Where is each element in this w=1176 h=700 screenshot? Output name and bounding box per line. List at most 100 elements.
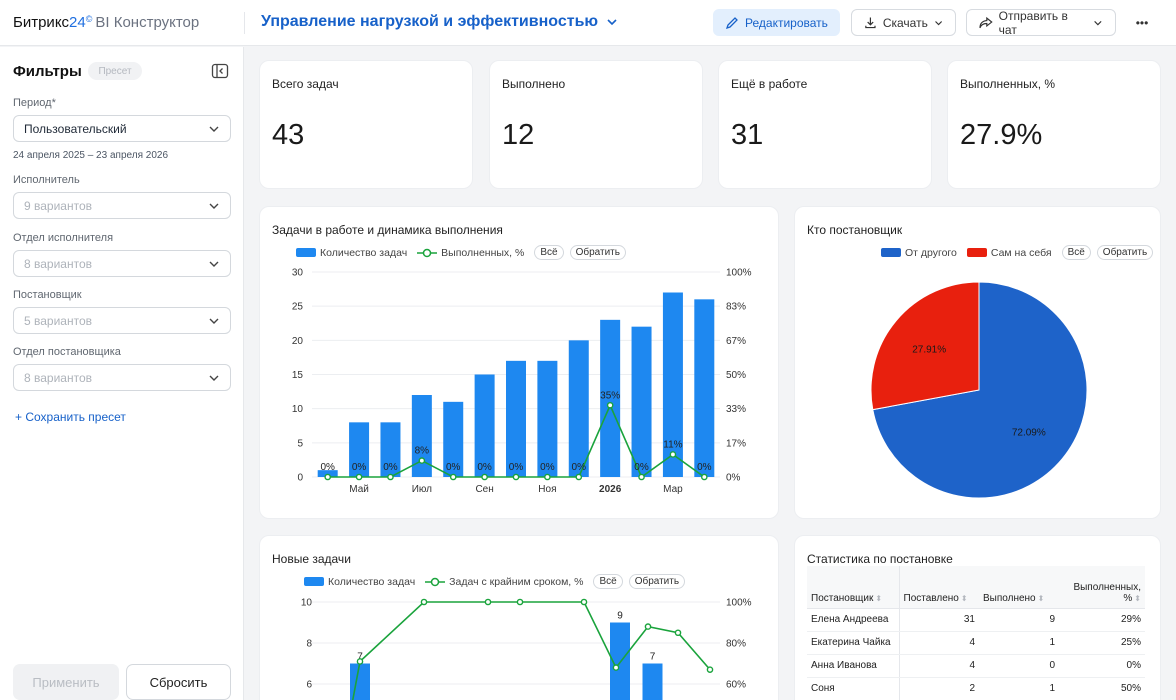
legend-label: Выполненных, % [441,246,525,259]
legend-item-tasks[interactable]: Количество задач [296,247,407,259]
data-label: 0% [509,462,524,473]
creator-select[interactable]: 5 вариантов [13,307,231,334]
line-point [449,473,457,481]
chart-legend: Количество задач Выполненных, % Всё Обра… [296,245,626,260]
save-preset-link[interactable]: + Сохранить пресет [15,410,126,424]
bar [380,422,401,477]
bar [631,326,652,477]
legend-all-button[interactable]: Всё [593,574,623,589]
brand-logo: Битрикс24© BI Конструктор [13,14,199,31]
y-tick-label: 15 [292,370,304,381]
kpi-card-in-progress: Ещё в работе 31 [718,60,932,189]
col-header-label: Постановщик [811,592,874,604]
legend-label: Сам на себя [990,246,1052,259]
line-point [516,598,524,606]
cell-done: 0 [979,654,1059,678]
col-header-set[interactable]: Поставлено ⬍ [899,566,979,609]
executor-dept-placeholder: 8 вариантов [24,256,93,271]
y2-tick-label: 33% [726,404,746,415]
chart-card-creator-pie: Кто постановщик От другого Сам на себя В… [794,206,1161,519]
cell-done: 9 [979,608,1059,632]
more-options-button[interactable]: ••• [1125,9,1159,36]
data-label: 0% [634,462,649,473]
line-point [701,473,708,481]
edit-button[interactable]: Редактировать [713,9,840,36]
chart-legend: От другого Сам на себя Всё Обратить [881,245,1154,260]
data-label: 9 [617,611,623,622]
y-tick-label: 10 [301,598,313,609]
legend-invert-button[interactable]: Обратить [1096,245,1154,260]
bar [568,340,589,477]
more-icon: ••• [1135,15,1149,30]
send-to-chat-button[interactable]: Отправить в чат [966,9,1116,37]
chart-title: Новые задачи [272,552,351,566]
kpi-label: Всего задач [272,77,339,91]
bar [411,395,432,477]
period-select[interactable]: Пользовательский [13,115,231,142]
top-bar: Битрикс24© BI Конструктор Управление нагр… [0,0,1176,46]
y2-tick-label: 67% [726,336,746,347]
sort-icon: ⬍ [960,593,968,603]
apply-button[interactable]: Применить [13,664,119,700]
line-point [638,473,645,481]
data-label: 7 [650,652,656,663]
chevron-down-icon [209,375,219,381]
period-value: Пользовательский [24,121,127,136]
bar [694,299,715,477]
creator-dept-label: Отдел постановщика [13,346,121,358]
cell-pct: 0% [1059,654,1145,678]
legend-item-tasks[interactable]: Количество задач [304,576,415,588]
legend-all-button[interactable]: Всё [534,245,564,260]
y-tick-label: 25 [292,302,304,313]
legend-swatch [304,577,324,586]
legend-invert-button[interactable]: Обратить [628,574,686,589]
collapse-sidebar-icon[interactable] [211,63,229,79]
data-label: 0% [697,462,712,473]
download-icon [865,17,876,28]
header-divider [244,12,245,34]
bar [349,422,370,477]
bar [443,401,464,477]
kpi-label: Выполнено [502,77,566,91]
chart-legend: Количество задач Задач с крайним сроком,… [304,574,686,589]
legend-label: Количество задач [328,575,416,588]
legend-invert-button[interactable]: Обратить [569,245,626,260]
col-header-label: Выполненных, % [1073,581,1141,604]
legend-line-swatch [417,248,438,257]
x-tick-label: Сен [475,484,493,495]
download-button[interactable]: Скачать [851,9,956,36]
col-header-pct[interactable]: Выполненных, % ⬍ [1059,566,1145,609]
legend-item-self[interactable]: Сам на себя [966,246,1052,259]
legend-item-deadline-pct[interactable]: Задач с крайним сроком, % [425,576,583,588]
executor-select[interactable]: 9 вариантов [13,192,231,219]
col-header-label: Поставлено [903,592,959,604]
col-header-creator[interactable]: Постановщик ⬍ [807,566,900,609]
creator-dept-select[interactable]: 8 вариантов [13,364,231,391]
reset-button[interactable]: Сбросить [126,664,231,700]
bar [506,360,526,477]
dashboard-title-dropdown[interactable]: Управление нагрузкой и эффективностью [261,13,618,31]
executor-placeholder: 9 вариантов [24,198,93,213]
legend-item-other[interactable]: От другого [881,247,957,259]
y-tick-label: 10 [292,404,304,415]
cell-creator: Елена Андреева [807,608,900,632]
line-point [484,598,492,606]
line-point [580,598,588,606]
brand-circle: © [85,14,93,24]
data-label: 0% [540,462,555,473]
legend-item-done-pct[interactable]: Выполненных, % [417,247,524,259]
legend-all-button[interactable]: Всё [1061,245,1091,260]
bar [537,360,558,477]
cell-set: 4 [899,631,979,655]
executor-dept-select[interactable]: 8 вариантов [13,250,231,277]
bar [474,374,495,477]
col-header-done[interactable]: Выполнено ⬍ [979,566,1059,609]
line-point [706,666,714,673]
slice-label: 27.91% [912,345,946,356]
slice-label: 72.09% [1012,427,1046,438]
stats-table: Постановщик ⬍ Поставлено ⬍ Выполнено ⬍ Выпо… [807,566,1145,700]
brand-name: Битрикс [13,14,70,31]
x-tick-label: Июл [412,484,432,495]
x-tick-label: Май [349,484,369,495]
x-tick-label: Мар [663,484,683,495]
